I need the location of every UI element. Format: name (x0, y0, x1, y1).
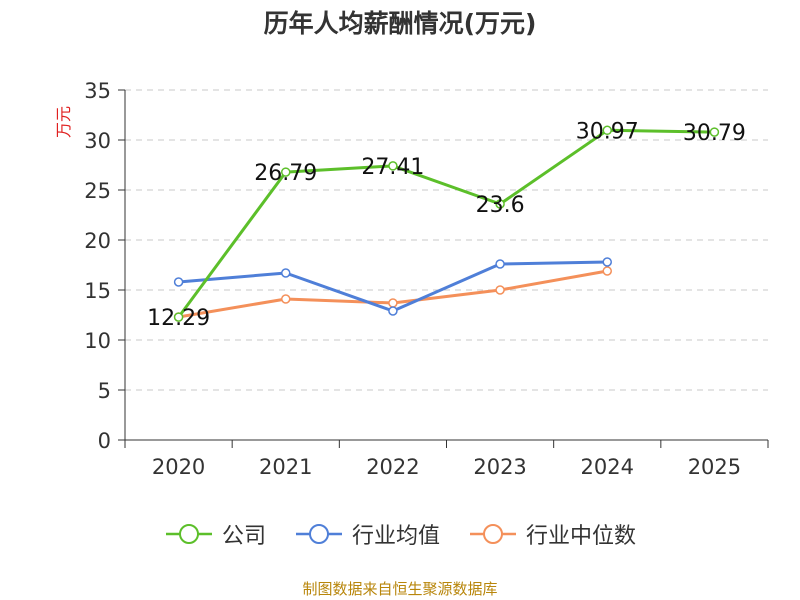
x-tick-label: 2022 (366, 455, 419, 479)
data-point (281, 167, 291, 177)
x-tick-label: 2020 (152, 455, 205, 479)
source-footer: 制图数据来自恒生聚源数据库 (302, 580, 498, 598)
legend-line-marker-icon (295, 524, 342, 544)
y-tick-label: 30 (84, 129, 111, 153)
data-point (281, 268, 291, 278)
legend-line-marker-icon (165, 524, 212, 544)
data-label: 23.6 (476, 193, 525, 218)
data-point (495, 199, 505, 209)
x-tick-label: 2021 (259, 455, 312, 479)
y-axis-label: 万元 (54, 106, 73, 138)
x-tick-label: 2025 (688, 455, 741, 479)
legend-label: 公司 (221, 524, 266, 549)
data-label: 26.79 (254, 161, 317, 186)
data-point (388, 298, 398, 308)
data-point (602, 266, 612, 276)
y-tick-label: 25 (84, 179, 111, 203)
data-point (388, 306, 398, 316)
legend-line-marker-icon (470, 524, 516, 544)
data-point (709, 127, 720, 137)
x-tick-label: 2023 (473, 455, 526, 479)
data-point (602, 125, 612, 136)
legend-label: 行业中位数 (526, 524, 637, 549)
y-tick-label: 5 (98, 379, 111, 403)
legend-item: 行业中位数 (468, 518, 636, 550)
y-tick-label: 15 (84, 279, 111, 303)
grid-lines (125, 89, 768, 391)
data-label: 30.97 (576, 119, 639, 144)
y-tick-label: 10 (84, 329, 111, 353)
legend-item: 行业均值 (294, 518, 440, 550)
data-point (495, 285, 505, 295)
x-tick-label: 2024 (581, 455, 634, 479)
chart-legend: 公司 行业均值 行业中位数 (0, 518, 800, 550)
series-line (177, 128, 715, 318)
y-tick-label: 35 (84, 79, 111, 103)
data-label: 12.29 (147, 306, 210, 331)
y-tick-label: 20 (84, 229, 111, 253)
y-tick-label: 0 (98, 429, 111, 453)
data-labels: 12.29 26.79 27.41 23.6 30.97 30.79 (147, 119, 746, 331)
chart-title: 历年人均薪酬情况(万元) (263, 9, 537, 38)
data-point (281, 294, 291, 304)
data-point (173, 277, 184, 287)
data-point (602, 257, 612, 267)
series-lines (173, 125, 720, 322)
data-point (388, 161, 398, 171)
data-label: 30.79 (683, 121, 746, 146)
legend-item: 公司 (164, 518, 266, 550)
data-label: 27.41 (361, 155, 424, 180)
legend-label: 行业均值 (351, 524, 440, 549)
data-point (495, 259, 505, 269)
data-point (173, 312, 184, 322)
